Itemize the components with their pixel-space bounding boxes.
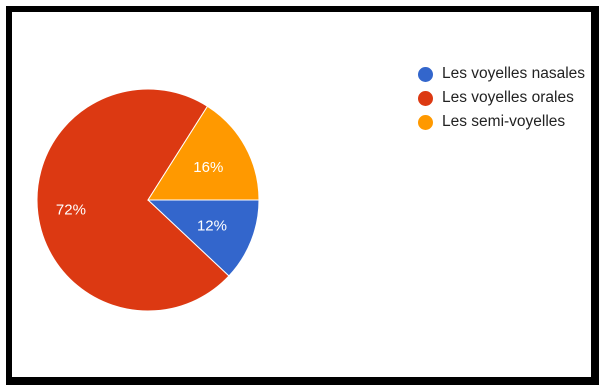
pie-slice-orales[interactable]: [36, 88, 230, 312]
legend-item-semi[interactable]: Les semi-voyelles: [418, 110, 585, 134]
pie-label-semi: 16%: [193, 159, 223, 176]
pie-label-orales: 72%: [56, 202, 86, 219]
legend-swatch-orales: [418, 90, 433, 106]
legend-label-semi: Les semi-voyelles: [442, 113, 566, 130]
legend: Les voyelles nasales Les voyelles orales…: [418, 62, 585, 134]
legend-swatch-nasales: [418, 66, 433, 82]
legend-swatch-semi: [418, 114, 433, 130]
pie-slice-semi[interactable]: [147, 105, 260, 201]
legend-item-nasales[interactable]: Les voyelles nasales: [418, 62, 585, 86]
pie-label-nasales: 12%: [197, 217, 227, 234]
pie-slice-nasales[interactable]: [146, 199, 260, 277]
legend-label-orales: Les voyelles orales: [442, 89, 574, 106]
legend-label-nasales: Les voyelles nasales: [442, 65, 586, 82]
legend-item-orales[interactable]: Les voyelles orales: [418, 86, 585, 110]
